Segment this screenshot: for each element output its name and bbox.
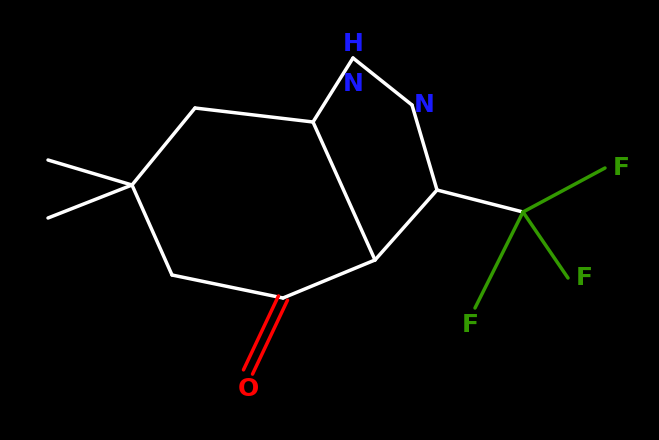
Text: F: F <box>576 266 593 290</box>
Text: N: N <box>414 93 435 117</box>
Text: N: N <box>343 72 363 96</box>
Text: F: F <box>613 156 630 180</box>
Text: O: O <box>237 377 258 401</box>
Text: H: H <box>343 32 363 56</box>
Text: F: F <box>461 313 478 337</box>
